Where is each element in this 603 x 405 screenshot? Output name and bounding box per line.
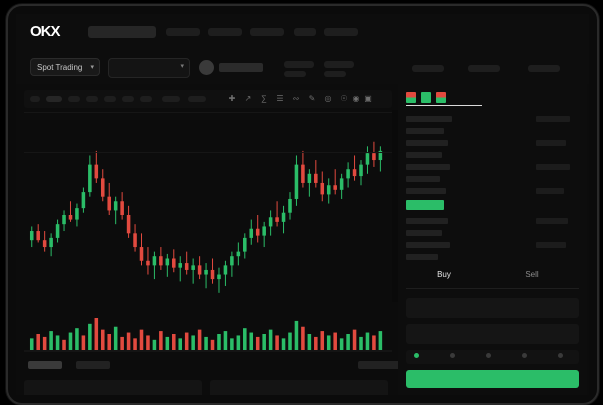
stat-5	[528, 65, 560, 72]
orderbook-row[interactable]	[406, 164, 450, 170]
indicator-menu[interactable]	[162, 96, 180, 102]
top-navigation-bar: OKX	[16, 14, 589, 48]
orderbook-row[interactable]	[406, 254, 438, 260]
tablet-device-frame: OKX Spot Trading ▾ ▾	[6, 4, 599, 405]
pair-name-placeholder	[219, 63, 263, 72]
orderbook-row[interactable]	[406, 218, 448, 224]
trade-sidebar: Buy Sell	[398, 84, 587, 395]
trendline-icon[interactable]: ∑	[261, 94, 267, 103]
orderbook-row[interactable]	[406, 188, 446, 194]
coin-avatar	[199, 60, 214, 75]
stat-1-value	[284, 71, 306, 77]
brush-icon[interactable]: ∾	[292, 94, 300, 103]
pair-select[interactable]: ▾	[108, 58, 190, 78]
nav-search-placeholder[interactable]	[88, 26, 156, 38]
book-both-icon[interactable]	[406, 92, 416, 103]
orderbook-row[interactable]	[406, 116, 452, 122]
timeframe-5[interactable]	[104, 96, 116, 102]
chevron-down-icon: ▾	[180, 63, 184, 70]
nav-item-2[interactable]	[208, 28, 242, 36]
pagination-dot-1[interactable]	[414, 353, 419, 358]
volume-series	[24, 318, 392, 352]
timeframe-4[interactable]	[86, 96, 98, 102]
pagination-dot-4[interactable]	[522, 353, 527, 358]
chart-toolbar[interactable]: ✚ ↗ ∑ ☰ ∾ ✎ ◎ ☉ ◉ ▣	[24, 90, 392, 108]
timeframe-1[interactable]	[30, 96, 40, 102]
compare-menu[interactable]	[188, 96, 206, 102]
stat-2	[324, 61, 354, 68]
tab-sell[interactable]: Sell	[525, 270, 539, 279]
nav-item-3[interactable]	[250, 28, 284, 36]
book-bids-icon[interactable]	[421, 92, 431, 103]
orderbook-view-toggles[interactable]	[406, 92, 446, 103]
pagination-dot-5[interactable]	[558, 353, 563, 358]
orderbook-row-size	[536, 218, 568, 224]
stat-4	[468, 65, 500, 72]
fib-icon[interactable]: ☰	[276, 94, 284, 103]
cursor-icon[interactable]: ✚	[228, 94, 236, 103]
orderbook-last-price[interactable]	[406, 200, 444, 210]
okx-logo[interactable]: OKX	[30, 23, 61, 40]
candlestick-series	[29, 141, 383, 293]
order-price-field[interactable]	[406, 298, 579, 318]
order-amount-field[interactable]	[406, 324, 579, 344]
candlestick-chart[interactable]	[24, 112, 392, 312]
bottom-tab-1[interactable]	[28, 361, 62, 369]
orderbook-row-size	[536, 242, 566, 248]
bottom-tab-5[interactable]	[374, 361, 408, 369]
active-tab-underline	[406, 105, 482, 106]
pagination-dot-2[interactable]	[450, 353, 455, 358]
orderbook-row-size	[536, 116, 570, 122]
text-icon[interactable]: ✎	[308, 94, 316, 103]
volume-chart[interactable]	[24, 314, 392, 356]
trash-icon[interactable]: ▣	[364, 94, 372, 103]
timeframe-3[interactable]	[68, 96, 80, 102]
orders-panel-right[interactable]	[210, 380, 388, 395]
stat-2-value	[324, 71, 346, 77]
nav-item-5[interactable]	[324, 28, 358, 36]
book-asks-icon[interactable]	[436, 92, 446, 103]
timeframe-7[interactable]	[140, 96, 152, 102]
trading-mode-label: Spot Trading	[37, 63, 83, 72]
orderbook-row-size	[536, 140, 566, 146]
bottom-tab-3[interactable]	[358, 361, 382, 369]
nav-item-4[interactable]	[294, 28, 316, 36]
chart-bottom-tabs[interactable]	[24, 358, 392, 372]
orderbook-row-size	[536, 188, 564, 194]
orderbook-row[interactable]	[406, 242, 450, 248]
tab-buy[interactable]: Buy	[437, 270, 451, 279]
orders-panel-left[interactable]	[24, 380, 202, 395]
submit-buy-button[interactable]	[406, 370, 579, 388]
timeframe-6[interactable]	[122, 96, 134, 102]
crosshair-icon[interactable]: ↗	[244, 94, 252, 103]
orderbook-row[interactable]	[406, 128, 444, 134]
trading-mode-select[interactable]: Spot Trading ▾	[30, 58, 100, 76]
chevron-down-icon: ▾	[90, 64, 94, 71]
pagination-dots[interactable]	[406, 353, 579, 361]
eye-icon[interactable]: ◉	[352, 94, 360, 103]
app-screen: OKX Spot Trading ▾ ▾	[16, 14, 589, 395]
orderbook-row[interactable]	[406, 230, 442, 236]
orderbook-row[interactable]	[406, 140, 448, 146]
orderbook-row-size	[536, 164, 570, 170]
buy-sell-tabs[interactable]: Buy Sell	[406, 266, 579, 289]
nav-item-1[interactable]	[166, 28, 200, 36]
magnet-icon[interactable]: ◎	[324, 94, 332, 103]
timeframe-2-active[interactable]	[46, 96, 62, 102]
lock-icon[interactable]: ☉	[340, 94, 348, 103]
order-total-field[interactable]	[406, 350, 579, 364]
orderbook-row[interactable]	[406, 152, 442, 158]
bottom-tab-2[interactable]	[76, 361, 110, 369]
pagination-dot-3[interactable]	[486, 353, 491, 358]
stat-3	[412, 65, 444, 72]
stat-1	[284, 61, 314, 68]
orderbook-row[interactable]	[406, 176, 440, 182]
